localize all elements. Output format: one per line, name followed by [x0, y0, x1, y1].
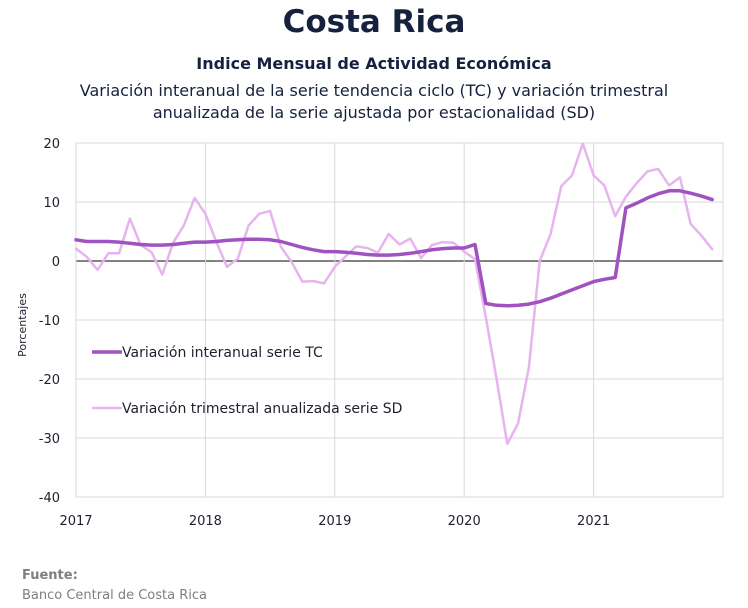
y-tick-label: -10 [39, 314, 60, 329]
x-tick-label: 2017 [59, 514, 92, 529]
series-line-tc [74, 189, 714, 308]
chart-title: Costa Rica [282, 4, 466, 40]
x-tick-label: 2018 [189, 514, 222, 529]
series-line-sd [74, 142, 714, 446]
y-tick-label: -30 [39, 432, 60, 447]
x-tick-label: 2020 [448, 514, 481, 529]
chart-subtitle: Indice Mensual de Actividad Económica [196, 54, 552, 73]
legend-label-sd: Variación trimestral anualizada serie SD [122, 401, 402, 417]
y-tick-label: -20 [39, 373, 60, 388]
y-tick-label: 20 [43, 137, 60, 152]
y-tick-label: 10 [43, 196, 60, 211]
source-value: Banco Central de Costa Rica [22, 588, 207, 603]
source-label: Fuente: [22, 568, 78, 583]
description-line-1: Variación interanual de la serie tendenc… [79, 81, 669, 100]
y-tick-label: -40 [39, 491, 60, 506]
y-tick-labels: 20 10 0 -10 -20 -30 -40 [39, 137, 60, 506]
chart-description: Variación interanual de la serie tendenc… [0, 80, 748, 124]
description-line-2: anualizada de la serie ajustada por esta… [152, 103, 596, 122]
x-tick-label: 2019 [318, 514, 351, 529]
y-axis-label: Porcentajes [16, 293, 29, 357]
series-layer [74, 142, 714, 446]
legend-label-tc: Variación interanual serie TC [122, 345, 323, 361]
x-tick-labels: 2017 2018 2019 2020 2021 [59, 514, 610, 529]
x-tick-label: 2021 [577, 514, 610, 529]
legend: Variación interanual serie TC Variación … [92, 345, 402, 417]
grid-layer [75, 142, 724, 498]
y-tick-label: 0 [52, 255, 60, 270]
